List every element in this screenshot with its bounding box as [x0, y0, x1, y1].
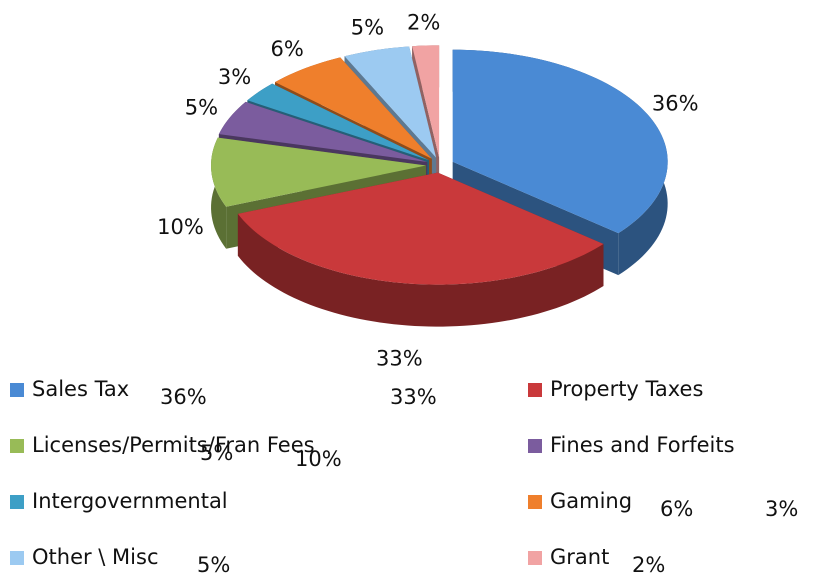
legend-label: Gaming [550, 489, 632, 513]
data-label: 10% [157, 215, 204, 239]
legend-swatch [528, 495, 542, 509]
slice [237, 172, 604, 285]
legend-label: Property Taxes [550, 377, 703, 401]
legend-value: 33% [390, 385, 437, 409]
legend-label: Fines and Forfeits [550, 433, 735, 457]
data-label: 33% [376, 346, 423, 370]
data-label: 3% [218, 65, 251, 89]
slice [211, 137, 427, 207]
legend-value: 36% [160, 385, 207, 409]
data-label: 5% [351, 16, 384, 40]
legend-label: Grant [550, 545, 609, 569]
legend-label: Other \ Misc [32, 545, 159, 569]
legend-swatch [10, 495, 24, 509]
legend-value: 5% [197, 553, 230, 577]
legend-swatch [10, 439, 24, 453]
slice-side [237, 213, 604, 327]
data-label: 5% [185, 96, 218, 120]
data-label: 36% [652, 92, 699, 116]
slice [275, 57, 432, 159]
legend-swatch [10, 383, 24, 397]
slice [247, 83, 429, 161]
legend-swatch [528, 551, 542, 565]
legend-label: Intergovernmental [32, 489, 228, 513]
legend-label: Licenses/Permits/Fran Fees [32, 433, 315, 457]
legend-value: 10% [295, 447, 342, 471]
legend-label: Sales Tax [32, 377, 129, 401]
slice [344, 46, 437, 158]
slice [218, 101, 428, 162]
data-label: 2% [407, 10, 440, 34]
legend-value: 3% [765, 497, 798, 521]
legend-swatch [528, 383, 542, 397]
data-label: 6% [271, 37, 304, 61]
slice [452, 49, 668, 234]
legend-swatch [10, 551, 24, 565]
legend-value: 5% [200, 441, 233, 465]
legend-value: 2% [632, 553, 665, 577]
slice [412, 45, 440, 158]
legend-value: 6% [660, 497, 693, 521]
legend-swatch [528, 439, 542, 453]
